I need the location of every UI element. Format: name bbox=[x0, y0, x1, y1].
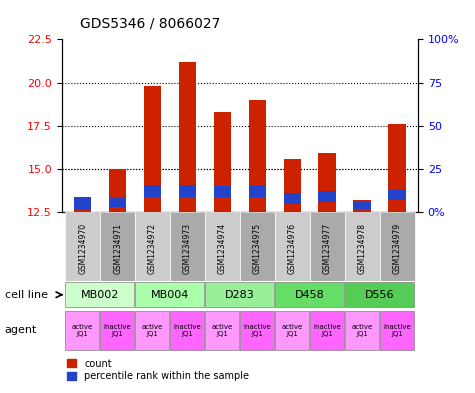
Text: MB004: MB004 bbox=[151, 290, 189, 300]
Text: active
JQ1: active JQ1 bbox=[212, 323, 233, 337]
Bar bbox=[353, 202, 371, 209]
Bar bbox=[74, 196, 91, 211]
FancyBboxPatch shape bbox=[380, 212, 415, 281]
Text: GSM1234975: GSM1234975 bbox=[253, 222, 262, 274]
Text: D556: D556 bbox=[365, 290, 394, 300]
FancyBboxPatch shape bbox=[240, 310, 274, 350]
Bar bbox=[109, 169, 126, 212]
Bar bbox=[214, 112, 231, 212]
Bar bbox=[248, 100, 266, 212]
FancyBboxPatch shape bbox=[170, 212, 205, 281]
Legend: count, percentile rank within the sample: count, percentile rank within the sample bbox=[66, 358, 249, 382]
FancyBboxPatch shape bbox=[240, 212, 275, 281]
Text: agent: agent bbox=[5, 325, 37, 335]
Text: GSM1234973: GSM1234973 bbox=[183, 222, 192, 274]
FancyBboxPatch shape bbox=[65, 310, 99, 350]
FancyBboxPatch shape bbox=[65, 282, 134, 307]
FancyBboxPatch shape bbox=[345, 212, 380, 281]
Bar bbox=[214, 186, 231, 196]
Text: active
JQ1: active JQ1 bbox=[352, 323, 373, 337]
Text: GSM1234970: GSM1234970 bbox=[78, 222, 87, 274]
FancyBboxPatch shape bbox=[205, 282, 274, 307]
FancyBboxPatch shape bbox=[100, 310, 134, 350]
Text: GSM1234971: GSM1234971 bbox=[113, 222, 122, 274]
Bar bbox=[144, 185, 162, 196]
FancyBboxPatch shape bbox=[100, 212, 135, 281]
FancyBboxPatch shape bbox=[135, 310, 169, 350]
Text: GSM1234974: GSM1234974 bbox=[218, 222, 227, 274]
FancyBboxPatch shape bbox=[380, 310, 414, 350]
Text: GSM1234976: GSM1234976 bbox=[288, 222, 297, 274]
FancyBboxPatch shape bbox=[310, 212, 345, 281]
Text: GSM1234979: GSM1234979 bbox=[392, 222, 401, 274]
Text: GSM1234972: GSM1234972 bbox=[148, 222, 157, 274]
Bar bbox=[318, 191, 336, 202]
FancyBboxPatch shape bbox=[65, 212, 100, 281]
FancyBboxPatch shape bbox=[275, 212, 310, 281]
Text: active
JQ1: active JQ1 bbox=[282, 323, 303, 337]
Text: D458: D458 bbox=[295, 290, 324, 300]
FancyBboxPatch shape bbox=[275, 282, 344, 307]
Bar bbox=[389, 124, 406, 212]
Text: inactive
JQ1: inactive JQ1 bbox=[383, 323, 411, 337]
Text: GSM1234978: GSM1234978 bbox=[358, 222, 367, 274]
Text: GDS5346 / 8066027: GDS5346 / 8066027 bbox=[80, 17, 220, 31]
Text: MB002: MB002 bbox=[81, 290, 119, 300]
Text: active
JQ1: active JQ1 bbox=[142, 323, 163, 337]
Text: inactive
JQ1: inactive JQ1 bbox=[314, 323, 341, 337]
Text: active
JQ1: active JQ1 bbox=[72, 323, 93, 337]
Bar bbox=[353, 200, 371, 212]
Bar bbox=[284, 193, 301, 204]
FancyBboxPatch shape bbox=[310, 310, 344, 350]
Text: inactive
JQ1: inactive JQ1 bbox=[173, 323, 201, 337]
Text: inactive
JQ1: inactive JQ1 bbox=[104, 323, 132, 337]
Bar bbox=[389, 190, 406, 200]
FancyBboxPatch shape bbox=[205, 310, 239, 350]
Bar bbox=[109, 198, 126, 207]
Bar bbox=[318, 153, 336, 212]
Text: inactive
JQ1: inactive JQ1 bbox=[244, 323, 271, 337]
FancyBboxPatch shape bbox=[135, 282, 204, 307]
Bar bbox=[179, 185, 196, 196]
Bar bbox=[144, 86, 162, 212]
Text: cell line: cell line bbox=[5, 290, 48, 300]
Text: D283: D283 bbox=[225, 290, 255, 300]
Bar bbox=[284, 159, 301, 212]
Bar bbox=[179, 62, 196, 212]
FancyBboxPatch shape bbox=[345, 310, 379, 350]
Bar bbox=[74, 211, 91, 212]
FancyBboxPatch shape bbox=[345, 282, 414, 307]
FancyBboxPatch shape bbox=[135, 212, 170, 281]
FancyBboxPatch shape bbox=[205, 212, 240, 281]
Bar bbox=[248, 185, 266, 196]
FancyBboxPatch shape bbox=[275, 310, 309, 350]
Text: GSM1234977: GSM1234977 bbox=[323, 222, 332, 274]
FancyBboxPatch shape bbox=[170, 310, 204, 350]
